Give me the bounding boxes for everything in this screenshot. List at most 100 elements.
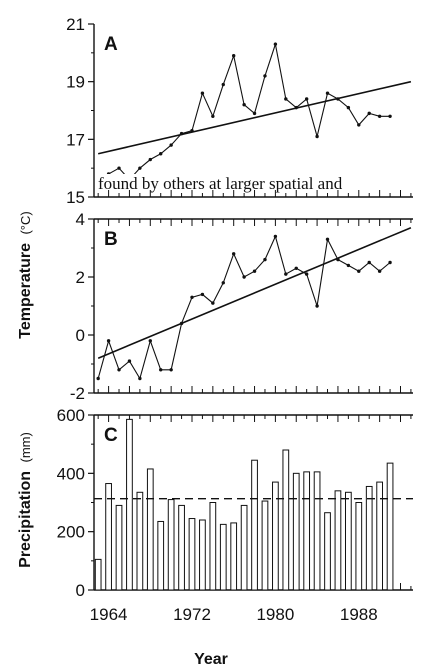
svg-text:Precipitation (mm): Precipitation (mm): [17, 432, 34, 568]
data-point: [263, 74, 267, 78]
bar: [105, 483, 112, 591]
panel-letter: B: [104, 229, 118, 250]
bar: [313, 471, 321, 591]
y-tick-label: 4: [76, 210, 85, 229]
bar: [365, 485, 373, 591]
data-point: [221, 82, 225, 87]
overlay-text: found by others at larger spatial and: [98, 174, 343, 193]
overlay-text-background: [96, 174, 345, 185]
bar: [344, 491, 352, 591]
data-point: [242, 103, 246, 107]
panels: 15 17 19 21 A -2 0 2 4B 0 200 400 600 C 1964 1972 1980 19…: [57, 15, 413, 624]
data-point: [294, 266, 298, 270]
data-point: [252, 269, 257, 273]
data-point: [159, 368, 163, 372]
bar: [282, 449, 290, 591]
data-point: [211, 301, 215, 305]
y-tick-label: 0: [76, 326, 85, 345]
bar: [199, 519, 206, 591]
x-tick-label: 1980: [256, 605, 294, 624]
bar: [303, 471, 311, 591]
bar: [355, 502, 363, 591]
svg-text:Temperature (°C): Temperature (°C): [17, 211, 34, 338]
bar: [167, 499, 175, 591]
panel-letter: A: [104, 34, 118, 55]
bar: [240, 504, 248, 591]
bar: [136, 491, 144, 591]
y-tick-label: 2: [76, 268, 85, 287]
bar: [126, 418, 133, 591]
series-line: [97, 234, 391, 380]
data-point: [325, 91, 330, 95]
data-point: [200, 91, 205, 95]
y-tick-label: 0: [76, 581, 85, 600]
data-point: [377, 114, 382, 118]
data-point: [388, 260, 392, 265]
y-tick-label: 21: [66, 15, 85, 34]
data-point: [357, 269, 361, 273]
data-point: [367, 111, 371, 116]
data-point: [284, 97, 288, 101]
bar: [251, 459, 258, 591]
bar: [146, 468, 154, 591]
data-point: [231, 54, 236, 58]
data-point: [138, 376, 142, 381]
data-point: [117, 166, 121, 170]
temperature-title: Temperature: [17, 243, 34, 339]
bar: [334, 490, 342, 591]
x-tick-label: 1988: [340, 605, 378, 624]
data-point: [284, 272, 288, 276]
trend-line: [97, 226, 412, 359]
data-point: [367, 260, 371, 265]
data-point: [159, 152, 163, 156]
y-tick-label: -2: [70, 384, 85, 403]
data-point: [169, 143, 173, 147]
bar: [115, 504, 123, 591]
panel-b: -2 0 2 4B: [70, 210, 413, 403]
data-point: [325, 237, 330, 241]
bar: [94, 558, 102, 591]
y-tick-label: 600: [57, 406, 85, 425]
y-axis-title-temperature: Temperature (°C): [17, 211, 34, 338]
bar: [376, 481, 384, 591]
data-point: [148, 339, 152, 343]
data-point: [377, 269, 382, 273]
data-point: [127, 359, 132, 363]
data-point: [106, 339, 111, 343]
data-point: [138, 166, 142, 170]
y-tick-label: 19: [66, 73, 85, 92]
data-point: [388, 114, 392, 118]
data-point: [252, 111, 257, 116]
panel-letter: C: [104, 425, 118, 446]
precipitation-title: Precipitation: [17, 471, 34, 568]
data-point: [304, 272, 309, 276]
bar: [188, 518, 196, 591]
data-point: [200, 292, 205, 297]
data-point: [117, 368, 121, 372]
y-tick-label: 200: [57, 523, 85, 542]
trend-line: [97, 80, 412, 155]
bar: [386, 462, 394, 591]
data-point: [169, 368, 173, 372]
data-point: [242, 275, 246, 279]
y-tick-label: 400: [57, 464, 85, 483]
x-axis-title: Year: [194, 651, 228, 668]
data-point: [221, 281, 225, 285]
bar: [230, 522, 238, 591]
data-point: [315, 304, 319, 308]
data-point: [315, 134, 319, 139]
data-point: [273, 234, 278, 239]
bar: [324, 512, 331, 591]
data-point: [190, 295, 194, 299]
data-point: [211, 114, 215, 118]
bar: [178, 504, 185, 591]
precipitation-unit: (mm): [18, 432, 33, 462]
data-point: [273, 42, 278, 46]
temperature-unit: (°C): [18, 211, 33, 234]
data-point: [96, 376, 100, 381]
bar: [272, 481, 279, 591]
data-point: [346, 263, 351, 268]
data-point: [304, 97, 309, 101]
y-tick-label: 17: [66, 130, 85, 149]
data-point: [346, 105, 351, 110]
